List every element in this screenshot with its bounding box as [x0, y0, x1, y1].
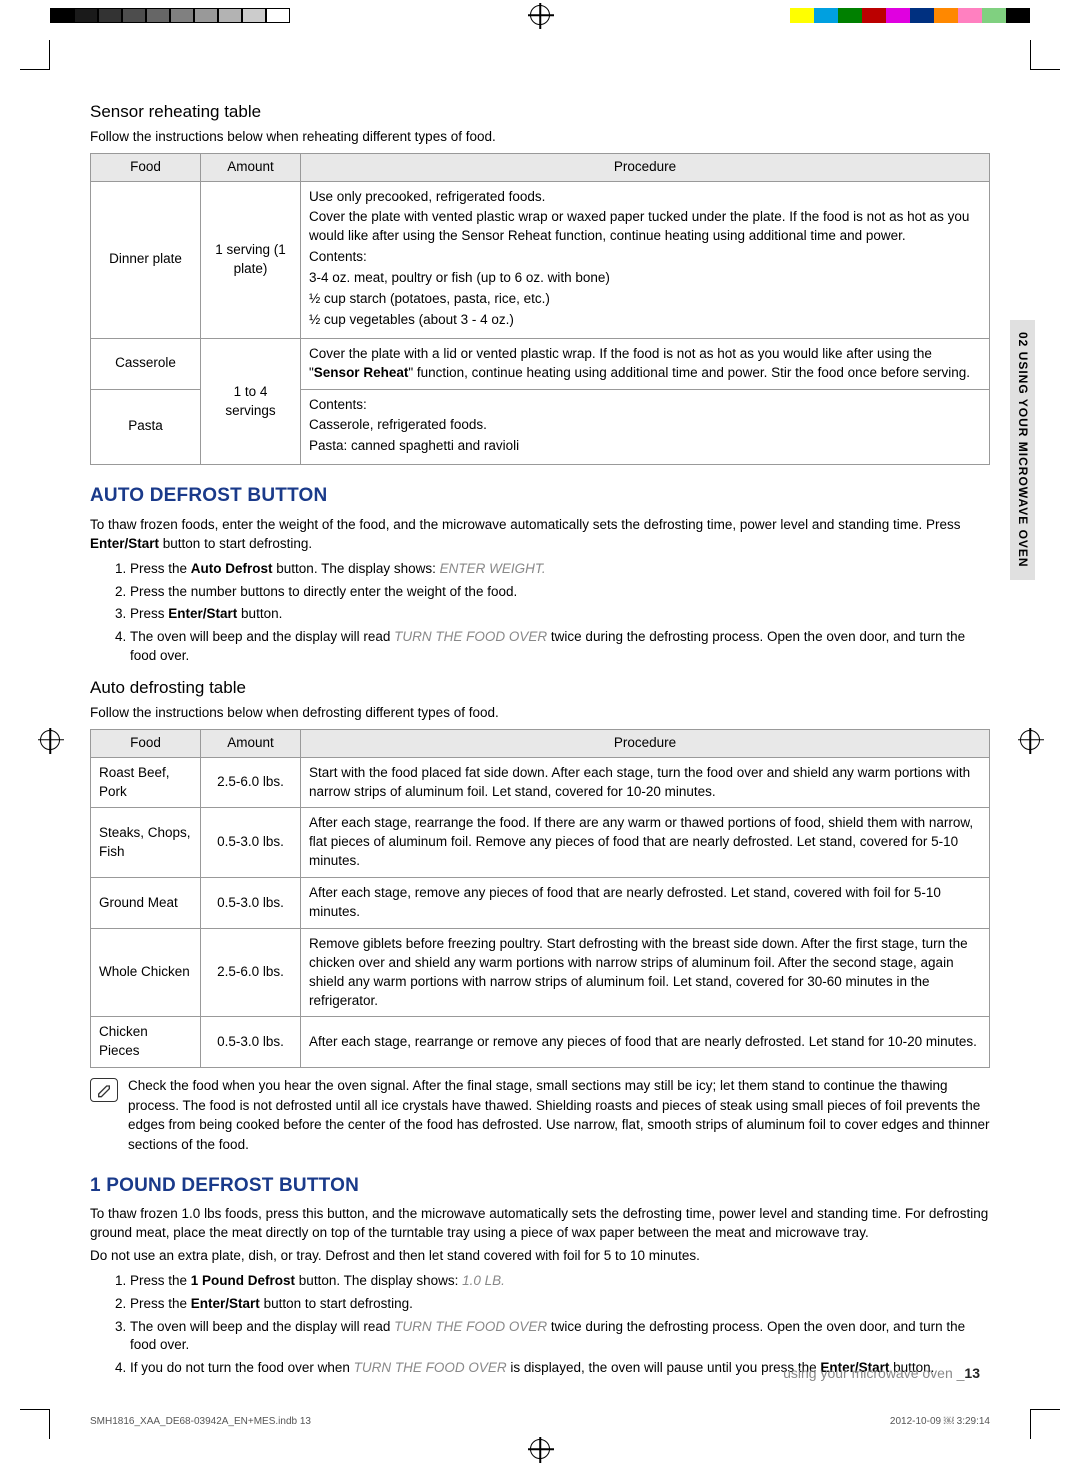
- step-item: Press the Auto Defrost button. The displ…: [130, 558, 990, 581]
- col-procedure: Procedure: [301, 153, 990, 181]
- footer-datetime: 2012-10-09 ￼ 3:29:14: [890, 1415, 990, 1429]
- contents-label: Contents:: [309, 248, 981, 267]
- auto-defrost-table-intro: Follow the instructions below when defro…: [90, 704, 990, 723]
- proc-text: " function, continue heating using addit…: [408, 365, 970, 380]
- note-box: Check the food when you hear the oven si…: [90, 1076, 990, 1154]
- table-row: Steaks, Chops, Fish0.5-3.0 lbs.After eac…: [91, 808, 990, 878]
- step-item: Press the 1 Pound Defrost button. The di…: [130, 1270, 990, 1293]
- step-item: Press Enter/Start button.: [130, 603, 990, 626]
- registration-mark-icon: [1020, 730, 1040, 750]
- table-row: Dinner plate 1 serving (1 plate) Use onl…: [91, 181, 990, 338]
- auto-defrost-table: Food Amount Procedure Roast Beef, Pork2.…: [90, 729, 990, 1068]
- contents-label: Contents:: [309, 396, 981, 415]
- col-food: Food: [91, 729, 201, 757]
- color-bar: [790, 8, 1030, 23]
- registration-mark-icon: [530, 5, 550, 25]
- contents-item: ½ cup vegetables (about 3 - 4 oz.): [309, 311, 981, 330]
- registration-mark-icon: [530, 1439, 550, 1459]
- crop-mark-icon: [1030, 1409, 1060, 1439]
- table-row: Casserole 1 to 4 servings Cover the plat…: [91, 338, 990, 389]
- step-item: The oven will beep and the display will …: [130, 626, 990, 668]
- contents-item: 3-4 oz. meat, poultry or fish (up to 6 o…: [309, 269, 981, 288]
- auto-defrost-heading: AUTO DEFROST BUTTON: [90, 483, 990, 510]
- col-amount: Amount: [201, 153, 301, 181]
- sensor-reheating-intro: Follow the instructions below when rehea…: [90, 128, 990, 147]
- page-footer: using your microwave oven _13: [783, 1364, 980, 1384]
- auto-defrost-steps: Press the Auto Defrost button. The displ…: [130, 558, 990, 668]
- footer-file: SMH1816_XAA_DE68-03942A_EN+MES.indb 13: [90, 1415, 311, 1429]
- crop-mark-icon: [1030, 40, 1060, 70]
- pound-defrost-heading: 1 POUND DEFROST BUTTON: [90, 1173, 990, 1200]
- note-icon: [90, 1078, 118, 1102]
- proc-line: Use only precooked, refrigerated foods.: [309, 188, 981, 207]
- pound-defrost-intro2: Do not use an extra plate, dish, or tray…: [90, 1247, 990, 1266]
- intro-bold: Enter/Start: [90, 536, 159, 551]
- cell-food: Pasta: [91, 389, 201, 465]
- sensor-reheating-heading: Sensor reheating table: [90, 100, 990, 124]
- table-row: Whole Chicken2.5-6.0 lbs.Remove giblets …: [91, 928, 990, 1017]
- cell-procedure: Contents: Casserole, refrigerated foods.…: [301, 389, 990, 465]
- proc-line: Cover the plate with vented plastic wrap…: [309, 208, 981, 246]
- cell-food: Casserole: [91, 338, 201, 389]
- step-item: The oven will beep and the display will …: [130, 1316, 990, 1358]
- intro-text: To thaw frozen foods, enter the weight o…: [90, 517, 960, 532]
- cell-procedure: Use only precooked, refrigerated foods. …: [301, 181, 990, 338]
- auto-defrost-intro: To thaw frozen foods, enter the weight o…: [90, 516, 990, 554]
- page-content: Sensor reheating table Follow the instru…: [90, 100, 990, 1380]
- contents-item: Pasta: canned spaghetti and ravioli: [309, 437, 981, 456]
- step-item: Press the Enter/Start button to start de…: [130, 1293, 990, 1316]
- footer-label: using your microwave oven _: [783, 1365, 964, 1381]
- contents-item: Casserole, refrigerated foods.: [309, 416, 981, 435]
- note-text: Check the food when you hear the oven si…: [128, 1076, 990, 1154]
- page-number: 13: [964, 1365, 980, 1381]
- cell-amount: 1 serving (1 plate): [201, 181, 301, 338]
- sensor-reheating-table: Food Amount Procedure Dinner plate 1 ser…: [90, 153, 990, 466]
- intro-text: button to start defrosting.: [159, 536, 312, 551]
- table-row: Chicken Pieces0.5-3.0 lbs.After each sta…: [91, 1017, 990, 1068]
- print-footer: SMH1816_XAA_DE68-03942A_EN+MES.indb 13 2…: [90, 1415, 990, 1429]
- cell-amount: 1 to 4 servings: [201, 338, 301, 464]
- side-tab: 02 USING YOUR MICROWAVE OVEN: [1010, 320, 1035, 580]
- crop-mark-icon: [20, 40, 50, 70]
- crop-mark-icon: [20, 1409, 50, 1439]
- cell-food: Dinner plate: [91, 181, 201, 338]
- pound-defrost-intro: To thaw frozen 1.0 lbs foods, press this…: [90, 1205, 990, 1243]
- col-procedure: Procedure: [301, 729, 990, 757]
- registration-mark-icon: [40, 730, 60, 750]
- contents-item: ½ cup starch (potatoes, pasta, rice, etc…: [309, 290, 981, 309]
- table-row: Roast Beef, Pork2.5-6.0 lbs.Start with t…: [91, 757, 990, 808]
- auto-defrost-table-heading: Auto defrosting table: [90, 676, 990, 700]
- table-row: Ground Meat0.5-3.0 lbs.After each stage,…: [91, 878, 990, 929]
- proc-bold: Sensor Reheat: [314, 365, 409, 380]
- step-item: Press the number buttons to directly ent…: [130, 581, 990, 604]
- grayscale-bar: [50, 8, 290, 23]
- col-amount: Amount: [201, 729, 301, 757]
- col-food: Food: [91, 153, 201, 181]
- cell-procedure: Cover the plate with a lid or vented pla…: [301, 338, 990, 389]
